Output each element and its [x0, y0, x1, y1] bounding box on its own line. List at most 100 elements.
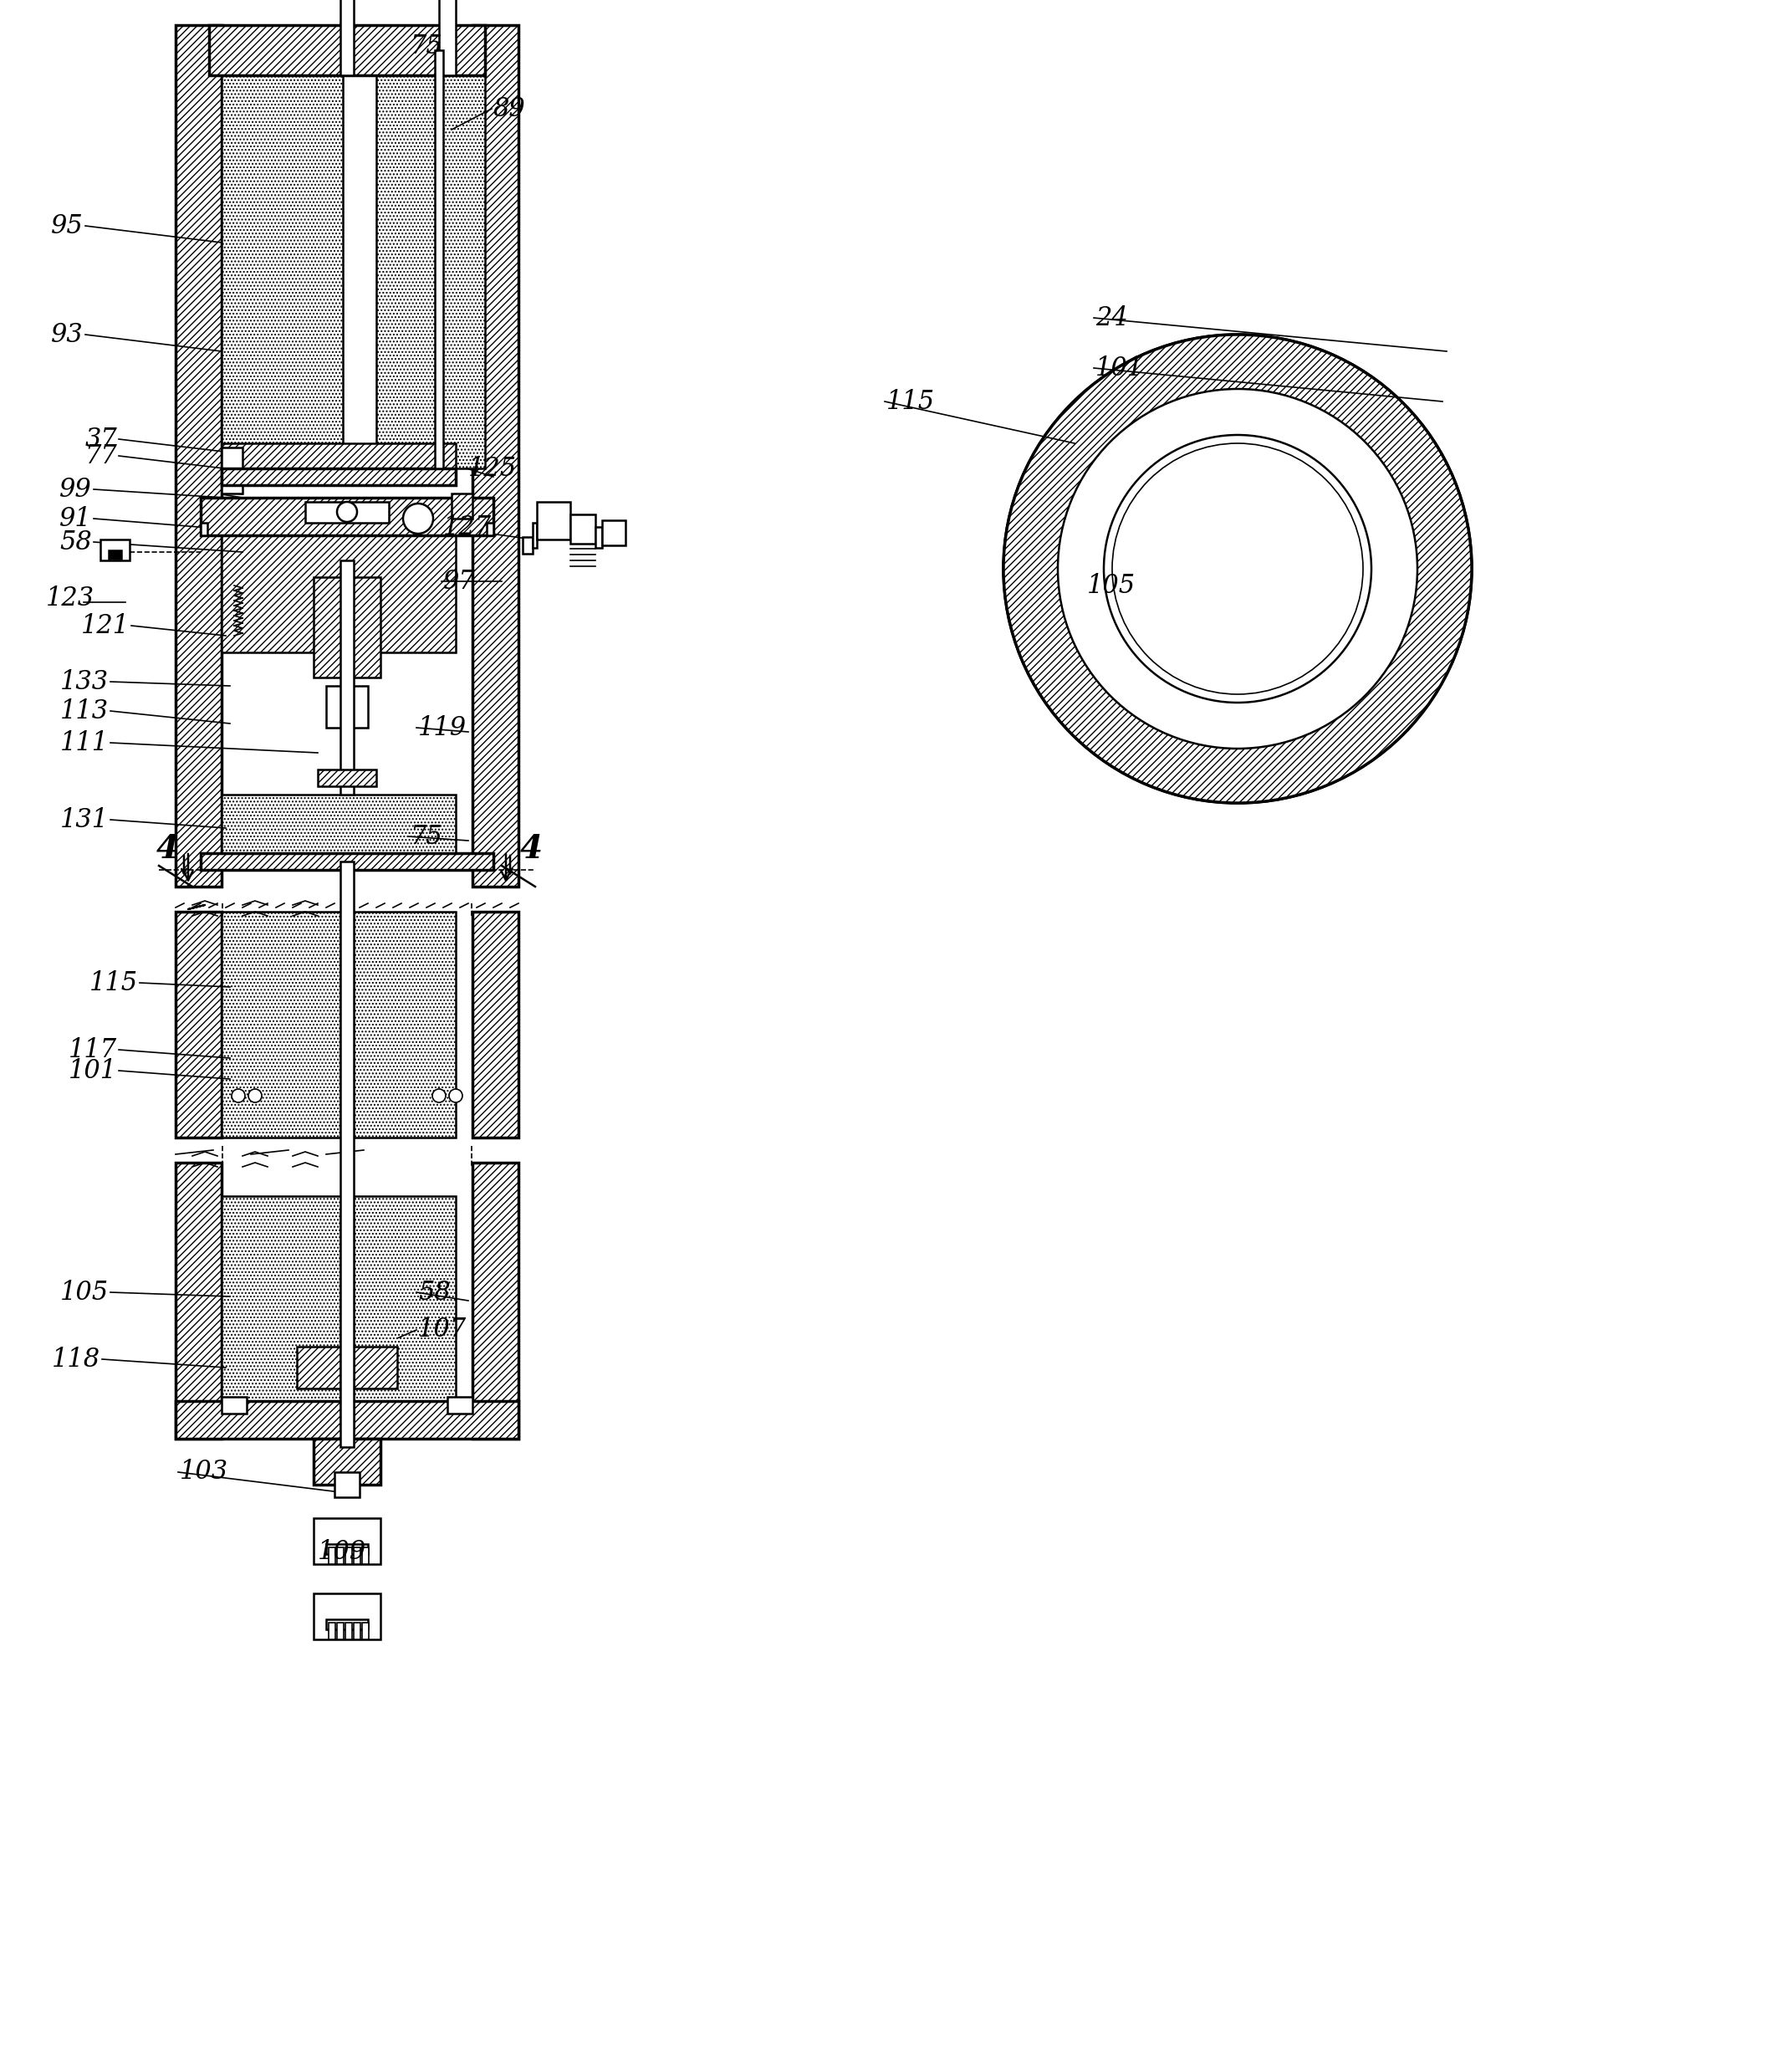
Bar: [340, 561, 353, 795]
Text: 97: 97: [443, 567, 475, 594]
Bar: [297, 1346, 398, 1388]
Text: 123: 123: [47, 586, 95, 611]
Circle shape: [1104, 435, 1371, 702]
Text: 125: 125: [468, 456, 516, 480]
Bar: [314, 1593, 380, 1640]
Text: 131: 131: [61, 808, 109, 833]
Bar: [201, 497, 493, 534]
Text: 24: 24: [1095, 304, 1127, 331]
Bar: [222, 468, 455, 485]
Bar: [346, 1547, 351, 1564]
Bar: [473, 1162, 518, 1439]
Bar: [340, 0, 353, 75]
Text: 99: 99: [59, 476, 91, 503]
Circle shape: [231, 1089, 246, 1102]
Bar: [595, 526, 602, 549]
Bar: [222, 911, 455, 1137]
Text: 58: 58: [59, 528, 91, 555]
Text: 117: 117: [68, 1038, 116, 1062]
Bar: [362, 1547, 369, 1564]
Circle shape: [1113, 443, 1364, 694]
Bar: [473, 911, 518, 1137]
Bar: [326, 1620, 367, 1630]
Text: 107: 107: [418, 1317, 466, 1342]
Bar: [222, 1396, 247, 1414]
Circle shape: [249, 1089, 262, 1102]
Bar: [337, 1624, 344, 1640]
Bar: [439, 0, 455, 75]
Text: 37: 37: [84, 427, 116, 451]
Bar: [326, 686, 367, 727]
Bar: [210, 25, 486, 75]
Bar: [222, 795, 455, 862]
Bar: [523, 536, 532, 553]
Bar: [222, 1197, 455, 1435]
Wedge shape: [1004, 336, 1471, 804]
Text: 109: 109: [317, 1539, 366, 1564]
Bar: [340, 1214, 353, 1431]
Text: 115: 115: [90, 969, 138, 996]
Text: 89: 89: [493, 95, 525, 122]
Bar: [109, 551, 122, 559]
Bar: [326, 1545, 367, 1553]
Text: 119: 119: [418, 714, 466, 741]
Bar: [328, 1547, 335, 1564]
Text: 4: 4: [156, 833, 179, 866]
Text: 77: 77: [84, 443, 116, 468]
Bar: [473, 25, 518, 886]
Bar: [376, 25, 486, 468]
Bar: [570, 514, 595, 545]
Text: 118: 118: [52, 1346, 100, 1373]
Bar: [337, 1547, 344, 1564]
Bar: [100, 541, 129, 561]
Bar: [222, 443, 455, 468]
Circle shape: [432, 1089, 446, 1102]
Text: 101: 101: [1095, 354, 1143, 381]
Bar: [176, 1400, 518, 1439]
Bar: [222, 522, 455, 652]
Bar: [335, 1472, 360, 1497]
Bar: [353, 1547, 360, 1564]
Bar: [176, 1162, 222, 1439]
Bar: [314, 578, 380, 677]
Bar: [176, 25, 222, 886]
Circle shape: [1057, 389, 1417, 748]
Bar: [305, 501, 389, 522]
Bar: [538, 501, 570, 541]
Text: 121: 121: [81, 613, 129, 638]
Text: 95: 95: [52, 213, 84, 238]
Text: 105: 105: [1088, 572, 1136, 599]
Text: 115: 115: [887, 389, 935, 414]
Text: 75: 75: [410, 33, 443, 58]
Bar: [222, 447, 242, 493]
Circle shape: [337, 501, 357, 522]
Text: 75: 75: [410, 824, 443, 849]
Bar: [532, 522, 538, 549]
Ellipse shape: [1116, 466, 1358, 671]
Circle shape: [403, 503, 434, 534]
Bar: [222, 25, 342, 468]
Bar: [201, 853, 493, 870]
Text: 103: 103: [179, 1460, 228, 1485]
Bar: [317, 770, 376, 787]
Bar: [314, 1518, 380, 1564]
Text: 93: 93: [52, 321, 84, 348]
Text: 133: 133: [61, 669, 109, 694]
Bar: [176, 911, 222, 1137]
Bar: [448, 1396, 473, 1414]
Bar: [346, 1624, 351, 1640]
Bar: [340, 862, 353, 1448]
Bar: [452, 493, 473, 518]
Bar: [602, 520, 625, 545]
Polygon shape: [340, 0, 353, 25]
Circle shape: [1004, 336, 1471, 804]
Text: 4: 4: [520, 833, 543, 866]
Circle shape: [450, 1089, 462, 1102]
Text: 91: 91: [59, 505, 91, 532]
Bar: [340, 911, 353, 1137]
Bar: [362, 1624, 369, 1640]
Text: 105: 105: [61, 1280, 109, 1305]
Bar: [328, 1624, 335, 1640]
Bar: [353, 1624, 360, 1640]
Bar: [201, 522, 208, 534]
